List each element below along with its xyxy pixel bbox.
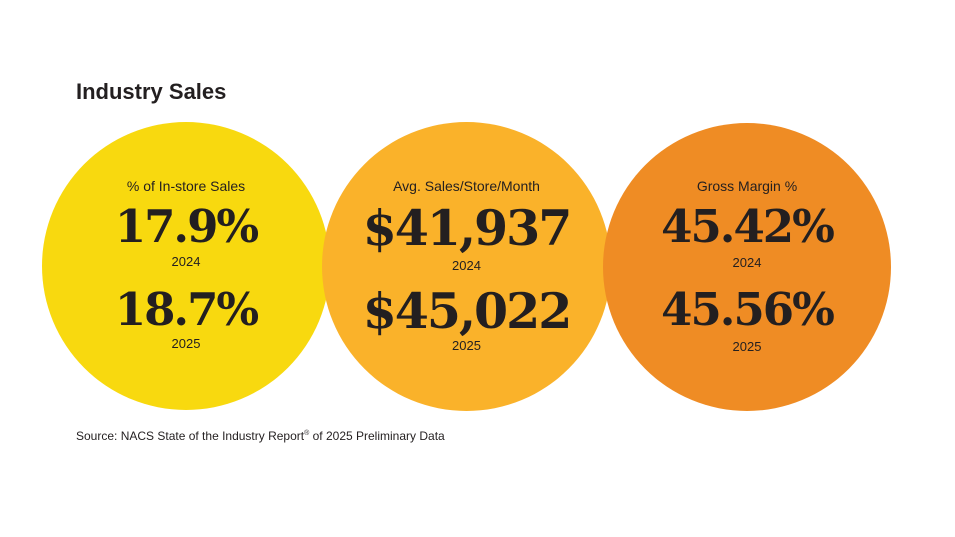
stat-value-2024: $41,937 — [362, 199, 573, 257]
stat-value-2025: $45,022 — [362, 282, 573, 340]
stat-value-2025: 18.7% — [114, 283, 259, 336]
stat-label: Gross Margin % — [696, 178, 798, 194]
source-note: Source: NACS State of the Industry Repor… — [76, 429, 445, 443]
stat-year-2024: 2024 — [171, 254, 201, 269]
stat-value-2024: 17.9% — [114, 200, 259, 253]
stat-year-2025: 2025 — [171, 336, 201, 351]
registered-mark: ® — [304, 430, 310, 437]
stat-label: % of In-store Sales — [126, 178, 246, 194]
stat-circle-instore-sales — [42, 122, 330, 410]
source-prefix: Source: NACS State of the Industry Repor… — [76, 429, 305, 443]
stat-circle-avg-sales — [322, 122, 611, 411]
stat-year-2024: 2024 — [732, 255, 762, 270]
source-suffix: of 2025 Preliminary Data — [309, 429, 445, 443]
stat-year-2025: 2025 — [732, 339, 762, 354]
page-title: Industry Sales — [76, 79, 227, 104]
stat-year-2024: 2024 — [452, 258, 481, 273]
stat-circle-gross-margin — [603, 123, 891, 411]
stat-value-2024: 45.42% — [661, 200, 835, 253]
stat-year-2025: 2025 — [452, 338, 481, 353]
stat-label: Avg. Sales/Store/Month — [393, 178, 540, 194]
stat-value-2025: 45.56% — [661, 283, 835, 336]
